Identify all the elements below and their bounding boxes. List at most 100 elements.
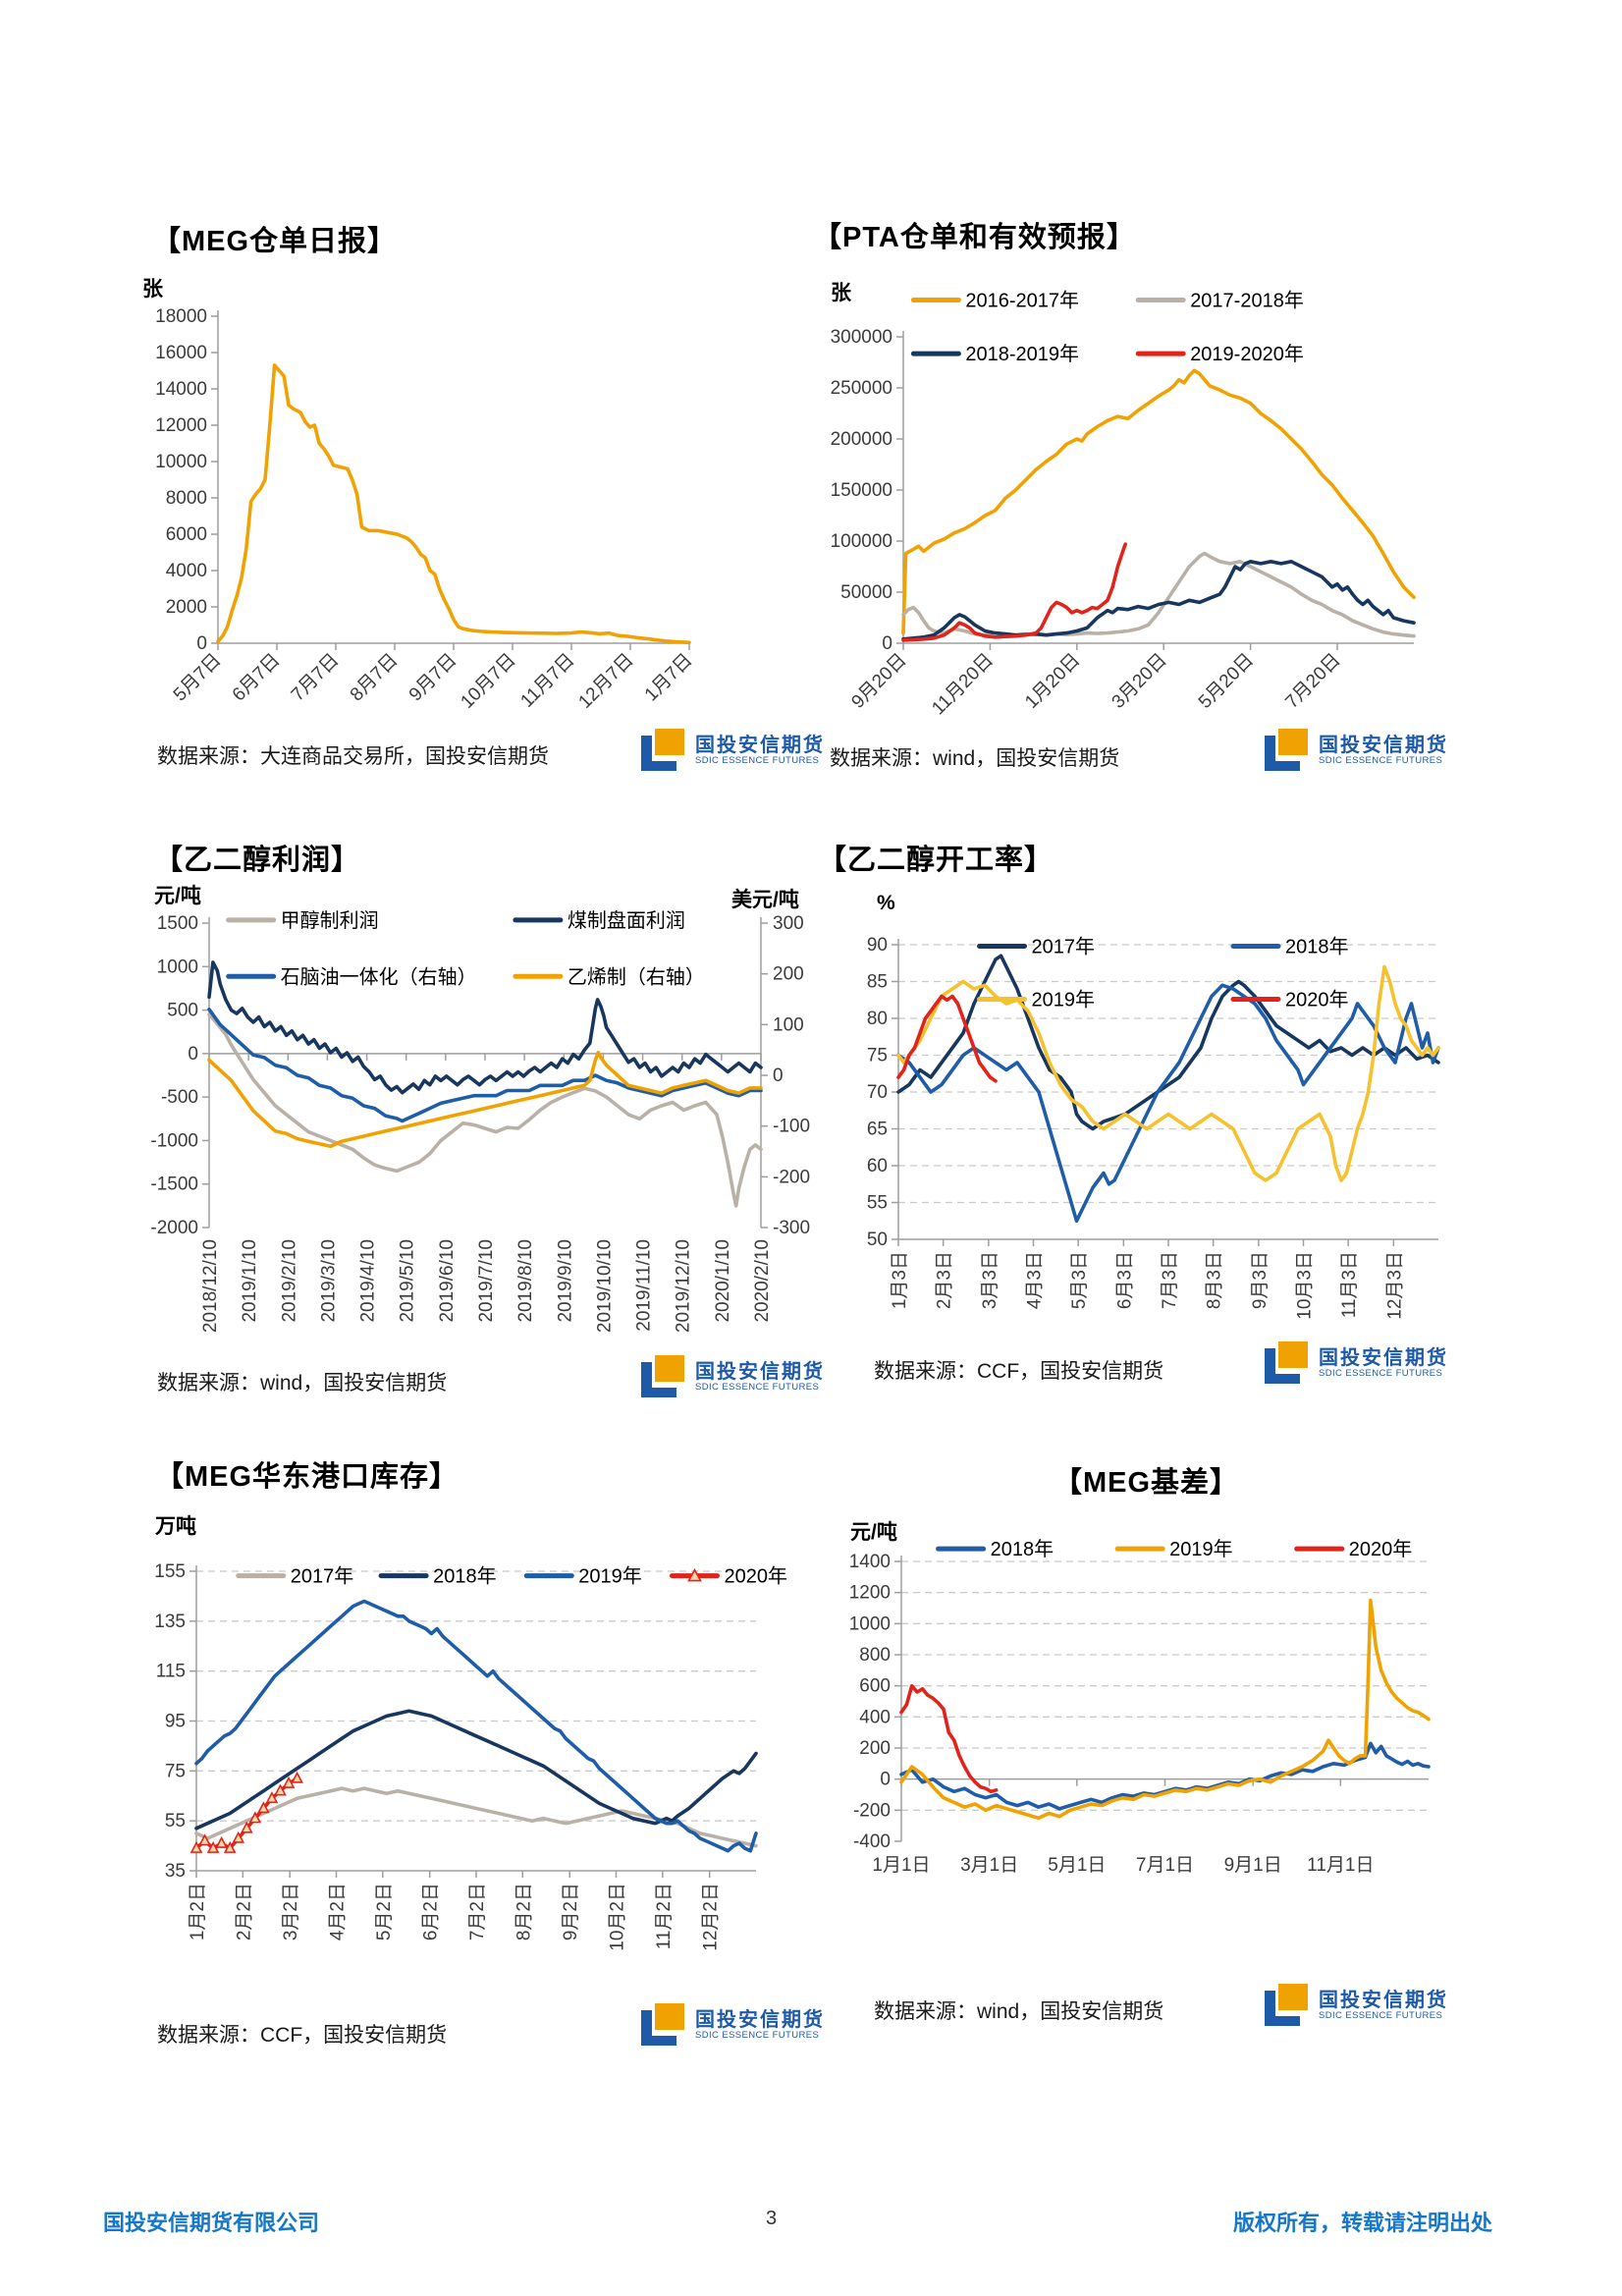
legend-label: 2019年 <box>1169 1538 1233 1560</box>
svg-text:95: 95 <box>165 1712 186 1732</box>
svg-text:85: 85 <box>867 972 888 993</box>
chart-meg-profit: 【乙二醇利润】 元/吨 美元/吨 1500 1000 500 0 -500 -1000 -1… <box>103 837 823 1426</box>
svg-text:1400: 1400 <box>849 1552 891 1572</box>
series-line <box>207 960 763 1095</box>
svg-text:500: 500 <box>167 1001 198 1021</box>
svg-text:10月2日: 10月2日 <box>608 1883 628 1951</box>
series-line <box>194 1709 758 1831</box>
svg-text:8000: 8000 <box>166 488 207 509</box>
logo-subtitle: SDIC ESSENCE FUTURES <box>1319 2009 1443 2021</box>
series-line <box>901 551 1416 638</box>
logo-mark-icon <box>1265 1984 1308 2026</box>
svg-text:7月2日: 7月2日 <box>467 1883 488 1941</box>
svg-text:3月3日: 3月3日 <box>980 1251 1000 1309</box>
svg-text:55: 55 <box>165 1811 186 1831</box>
triangle-marker-icon <box>232 1831 245 1843</box>
company-logo: 国投安信期货 SDIC ESSENCE FUTURES <box>1265 729 1448 772</box>
chart-title: 【MEG基差】 <box>1054 1467 1240 1499</box>
legend-label: 2019-2020年 <box>1190 343 1304 365</box>
svg-text:2月3日: 2月3日 <box>935 1251 955 1309</box>
series-line <box>901 560 1416 641</box>
chart-meg-operating-rate: 【乙二醇开工率】 % 90 85 80 75 70 65 60 55 50 1月3日 2月3日 3月3… <box>805 837 1473 1426</box>
series-line <box>896 954 1440 1131</box>
series-line <box>901 368 1416 635</box>
logo-mark-icon <box>1265 1341 1308 1384</box>
logo-name: 国投安信期货 <box>1319 1346 1448 1369</box>
svg-text:2018/12/10: 2018/12/10 <box>200 1239 221 1333</box>
svg-text:1月20日: 1月20日 <box>1021 650 1084 713</box>
legend-label: 2019年 <box>1032 989 1096 1011</box>
legend-label: 2018年 <box>1285 936 1349 958</box>
svg-text:11月7日: 11月7日 <box>516 650 578 712</box>
svg-text:1200: 1200 <box>849 1583 891 1604</box>
svg-text:60: 60 <box>867 1156 888 1176</box>
logo-mark-icon <box>1265 729 1308 771</box>
series-line <box>899 1598 1431 1821</box>
svg-text:7月7日: 7月7日 <box>288 650 344 706</box>
svg-text:0: 0 <box>880 1770 891 1790</box>
svg-text:11月3日: 11月3日 <box>1339 1251 1360 1318</box>
svg-text:135: 135 <box>154 1612 186 1632</box>
y-axis-unit-left: 元/吨 <box>154 885 201 907</box>
svg-text:11月1日: 11月1日 <box>1307 1855 1374 1876</box>
chart-meg-port-inventory: 【MEG华东港口库存】 万吨 155 135 115 95 75 55 35 1月2日 2月2日… <box>103 1453 823 2072</box>
chart-plot: 150010005000-500-1000-1500-2000300200100… <box>150 909 810 1333</box>
svg-text:6月7日: 6月7日 <box>229 650 285 706</box>
svg-text:-200: -200 <box>853 1800 891 1821</box>
series-line <box>901 542 1127 642</box>
company-logo: 国投安信期货 SDIC ESSENCE FUTURES <box>641 2003 825 2047</box>
data-source: 数据来源：wind，国投安信期货 <box>157 1372 448 1394</box>
svg-text:155: 155 <box>154 1561 186 1582</box>
svg-text:-300: -300 <box>773 1218 810 1238</box>
svg-text:5月1日: 5月1日 <box>1048 1855 1106 1876</box>
svg-text:16000: 16000 <box>155 343 207 363</box>
logo-name: 国投安信期货 <box>695 2008 825 2031</box>
legend-label: 乙烯制（右轴） <box>568 965 705 988</box>
footer-copyright: 版权所有，转载请注明出处 <box>1232 2211 1492 2235</box>
svg-text:6000: 6000 <box>166 524 207 545</box>
company-logo: 国投安信期货 SDIC ESSENCE FUTURES <box>1265 1341 1448 1385</box>
svg-text:-2000: -2000 <box>150 1218 198 1238</box>
company-logo: 国投安信期货 SDIC ESSENCE FUTURES <box>641 1355 825 1398</box>
svg-text:1000: 1000 <box>849 1613 891 1634</box>
svg-text:2019/5/10: 2019/5/10 <box>398 1239 418 1323</box>
logo-mark-icon <box>641 2003 684 2046</box>
logo-name: 国投安信期货 <box>695 734 825 756</box>
y-axis-unit: 张 <box>831 282 851 304</box>
triangle-marker-icon <box>189 1840 203 1853</box>
triangle-marker-icon <box>248 1811 262 1824</box>
series-line <box>896 994 998 1083</box>
series-line <box>899 1741 1431 1811</box>
data-source: 数据来源：大连商品交易所，国投安信期货 <box>157 745 549 768</box>
triangle-marker-icon <box>274 1783 287 1796</box>
svg-text:1000: 1000 <box>157 957 198 977</box>
svg-text:12月3日: 12月3日 <box>1384 1251 1405 1320</box>
svg-text:100000: 100000 <box>831 531 892 552</box>
series-line <box>207 1008 763 1123</box>
svg-text:8月7日: 8月7日 <box>347 650 403 706</box>
triangle-marker-icon <box>215 1835 228 1848</box>
logo-subtitle: SDIC ESSENCE FUTURES <box>695 1381 820 1393</box>
legend-label: 2016-2017年 <box>965 290 1079 312</box>
svg-text:4月3日: 4月3日 <box>1025 1251 1046 1309</box>
chart-title: 【MEG仓单日报】 <box>152 226 398 257</box>
svg-text:10000: 10000 <box>155 452 207 472</box>
data-source: 数据来源：CCF，国投安信期货 <box>157 2024 448 2047</box>
logo-name: 国投安信期货 <box>1319 1989 1448 2011</box>
series-line <box>896 983 1440 1224</box>
legend-label: 2018-2019年 <box>965 343 1079 365</box>
svg-text:75: 75 <box>165 1761 186 1781</box>
y-axis-unit-right: 美元/吨 <box>731 889 799 911</box>
chart-title: 【MEG华东港口库存】 <box>155 1461 460 1493</box>
legend-label: 煤制盘面利润 <box>568 909 685 932</box>
svg-text:9月20日: 9月20日 <box>847 650 910 713</box>
chart-title: 【PTA仓单和有效预报】 <box>813 222 1136 253</box>
logo-subtitle: SDIC ESSENCE FUTURES <box>695 2029 820 2041</box>
svg-text:4000: 4000 <box>166 561 207 581</box>
svg-text:5月2日: 5月2日 <box>374 1883 395 1941</box>
svg-text:-1000: -1000 <box>150 1130 198 1151</box>
svg-text:12000: 12000 <box>155 415 207 436</box>
logo-mark-icon <box>641 729 684 771</box>
svg-text:200: 200 <box>859 1738 891 1759</box>
